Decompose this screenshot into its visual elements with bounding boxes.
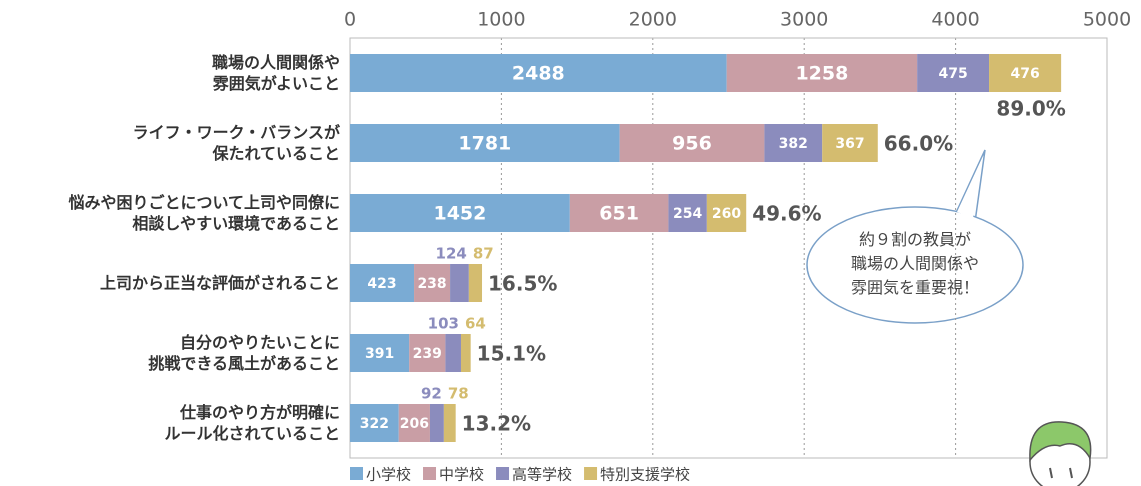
percent-label: 49.6%: [752, 202, 821, 226]
x-tick-label: 5000: [1083, 9, 1131, 31]
legend-swatch: [423, 467, 436, 480]
percent-label: 13.2%: [462, 412, 531, 436]
percent-label: 66.0%: [884, 132, 953, 156]
legend-swatch: [496, 467, 509, 480]
x-tick-label: 3000: [780, 9, 828, 31]
callout-text: 約９割の教員が 職場の人間関係や 雰囲気を重要視！: [815, 228, 1015, 300]
x-tick-label: 1000: [477, 9, 525, 31]
value-label: 382: [779, 136, 808, 152]
value-label: 92: [421, 385, 442, 403]
category-label: ライフ・ワーク・バランスが 保たれていること: [0, 122, 340, 164]
value-label: 206: [400, 416, 429, 432]
value-label: 254: [673, 206, 702, 222]
value-label: 322: [360, 416, 389, 432]
page: 0 1000 2000 3000 4000 5000 2488 1258 475 476 89.0%…: [0, 0, 1141, 486]
bar-segment: [469, 264, 482, 302]
value-label: 238: [417, 276, 446, 292]
value-label: 423: [367, 276, 396, 292]
bar-segment: [461, 334, 471, 372]
value-label: 367: [835, 136, 864, 152]
legend-swatch: [584, 467, 597, 480]
value-label: 391: [365, 346, 394, 362]
value-label: 1781: [458, 133, 511, 155]
legend-label: 高等学校: [512, 466, 572, 484]
bar-segment: [444, 404, 456, 442]
legend-label: 中学校: [439, 466, 484, 484]
value-label: 87: [473, 245, 494, 263]
value-label: 1452: [433, 203, 486, 225]
percent-label: 15.1%: [477, 342, 546, 366]
value-label: 239: [413, 346, 442, 362]
bar-segment: [430, 404, 444, 442]
percent-label: 89.0%: [996, 97, 1065, 121]
value-label: 64: [465, 315, 486, 333]
percent-label: 16.5%: [488, 272, 557, 296]
value-label: 651: [599, 203, 639, 225]
value-label: 475: [938, 66, 967, 82]
legend-label: 小学校: [366, 466, 411, 484]
bar-segment: [450, 264, 469, 302]
legend-label: 特別支援学校: [600, 466, 690, 484]
value-label: 260: [712, 206, 741, 222]
bar-segment: [445, 334, 461, 372]
value-label: 2488: [512, 63, 565, 85]
value-label: 476: [1010, 66, 1039, 82]
value-label: 103: [428, 315, 459, 333]
category-label: 職場の人間関係や 雰囲気がよいこと: [0, 52, 340, 94]
x-tick-label: 0: [344, 9, 356, 31]
category-label: 上司から正当な評価がされること: [0, 273, 340, 294]
value-label: 124: [436, 245, 467, 263]
category-label: 仕事のやり方が明確に ルール化されていること: [0, 402, 340, 444]
value-label: 1258: [795, 63, 848, 85]
category-label: 悩みや困りごとについて上司や同僚に 相談しやすい環境であること: [0, 192, 340, 234]
value-label: 956: [672, 133, 712, 155]
value-label: 78: [448, 385, 469, 403]
category-label: 自分のやりたいことに 挑戦できる風土があること: [0, 332, 340, 374]
x-tick-label: 4000: [931, 9, 979, 31]
legend-swatch: [350, 467, 363, 480]
x-tick-label: 2000: [629, 9, 677, 31]
